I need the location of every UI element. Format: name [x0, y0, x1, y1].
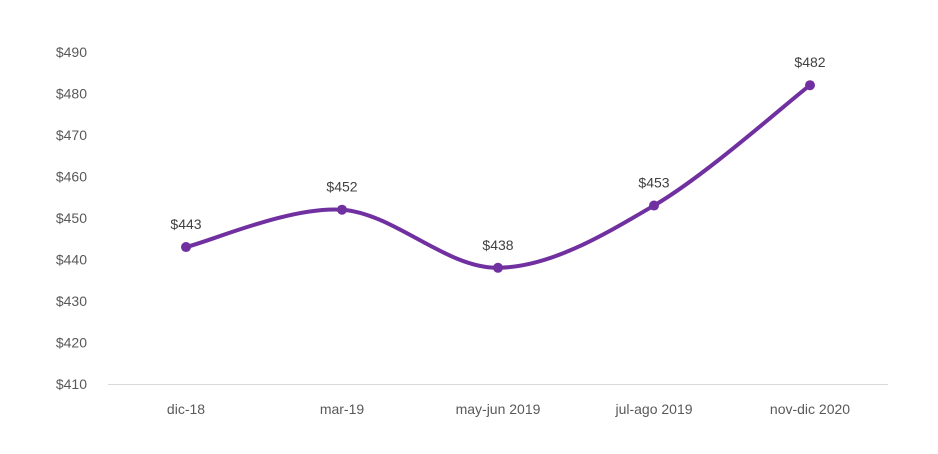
y-tick-label: $420: [56, 335, 87, 351]
y-tick-label: $450: [56, 210, 87, 226]
x-tick-label: jul-ago 2019: [614, 401, 692, 417]
y-tick-label: $490: [56, 44, 87, 60]
x-tick-label: dic-18: [167, 401, 205, 417]
data-label: $453: [638, 175, 669, 191]
x-tick-label: nov-dic 2020: [770, 401, 850, 417]
y-tick-label: $470: [56, 127, 87, 143]
data-label: $443: [170, 216, 201, 232]
data-point: [337, 204, 347, 215]
y-tick-label: $440: [56, 252, 87, 268]
data-label: $482: [794, 54, 825, 70]
x-tick-label: mar-19: [320, 401, 365, 417]
y-tick-label: $430: [56, 293, 87, 309]
data-point: [181, 242, 191, 253]
y-tick-label: $410: [56, 376, 87, 392]
data-point: [805, 80, 815, 91]
data-label: $438: [482, 237, 513, 253]
x-tick-label: may-jun 2019: [456, 401, 541, 417]
data-label: $452: [326, 179, 357, 195]
data-point: [649, 200, 659, 211]
y-tick-label: $480: [56, 86, 87, 102]
data-point: [493, 262, 503, 273]
y-tick-label: $460: [56, 169, 87, 185]
